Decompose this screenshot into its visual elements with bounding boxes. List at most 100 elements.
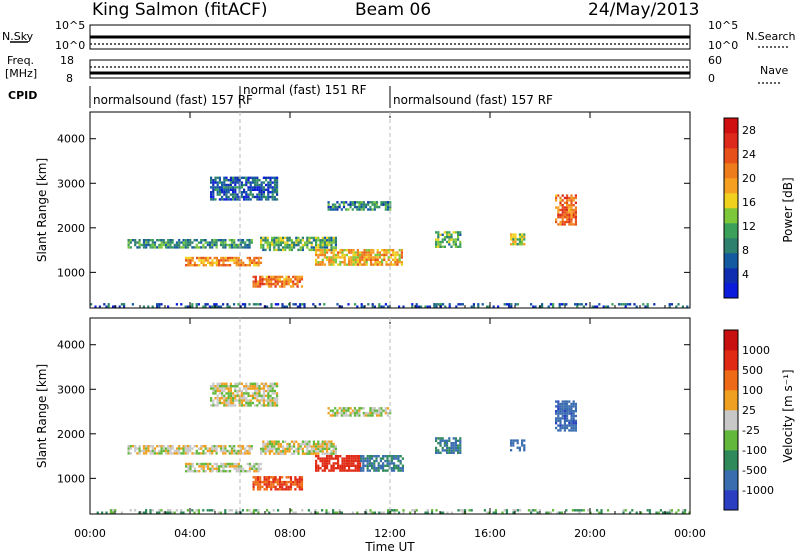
data-cell	[294, 303, 297, 306]
data-cell	[271, 193, 274, 196]
data-cell	[373, 411, 376, 415]
data-cell	[342, 407, 346, 410]
data-cell	[262, 243, 265, 247]
data-cell	[223, 385, 226, 388]
data-cell	[243, 399, 246, 402]
data-cell	[373, 467, 376, 470]
data-cell	[402, 305, 405, 308]
data-cell	[330, 445, 333, 448]
data-cell	[450, 442, 453, 445]
x-tick-label: 20:00	[574, 527, 606, 540]
data-cell	[262, 399, 265, 402]
data-cell	[395, 464, 398, 467]
data-cell	[378, 303, 381, 306]
data-cell	[315, 239, 318, 242]
data-cell	[241, 452, 245, 455]
data-cell	[215, 264, 218, 267]
data-cell	[256, 480, 260, 484]
data-cell	[276, 382, 279, 385]
colorbar-tick-label: 4	[742, 268, 749, 281]
data-cell	[648, 509, 651, 512]
data-cell	[153, 452, 157, 455]
data-cell	[184, 243, 187, 247]
data-cell	[512, 509, 515, 512]
data-cell	[574, 419, 577, 422]
data-cell	[191, 509, 194, 512]
data-cell	[401, 457, 404, 460]
data-cell	[441, 446, 444, 450]
data-cell	[319, 239, 322, 242]
data-cell	[215, 467, 218, 470]
data-cell	[256, 399, 259, 402]
data-cell	[221, 389, 224, 393]
data-cell	[326, 467, 329, 470]
data-cell	[189, 449, 192, 453]
data-cell	[384, 464, 387, 467]
data-cell	[622, 509, 625, 512]
data-cell	[566, 199, 569, 202]
data-cell	[388, 455, 391, 458]
data-cell	[286, 239, 289, 242]
data-cell	[269, 394, 272, 397]
data-cell	[624, 509, 627, 512]
data-cell	[244, 241, 247, 244]
data-cell	[561, 194, 564, 197]
data-cell	[347, 203, 350, 206]
data-cell	[186, 239, 190, 242]
data-cell	[360, 459, 363, 463]
data-cell	[269, 382, 272, 385]
data-cell	[340, 414, 343, 417]
data-cell	[566, 412, 569, 415]
data-cell	[276, 385, 279, 388]
data-cell	[258, 198, 261, 201]
data-cell	[310, 511, 313, 514]
data-cell	[364, 205, 368, 209]
data-cell	[212, 399, 215, 402]
data-cell	[505, 509, 508, 512]
data-cell	[197, 246, 201, 249]
data-cell	[175, 243, 179, 247]
data-cell	[225, 385, 228, 388]
data-cell	[273, 181, 276, 184]
data-cell	[227, 186, 230, 189]
data-cell	[215, 303, 218, 306]
data-cell	[195, 243, 198, 247]
data-cell	[191, 452, 194, 455]
data-cell	[439, 303, 442, 306]
data-cell	[240, 399, 243, 402]
data-cell	[308, 236, 311, 240]
data-cell	[397, 469, 400, 472]
data-cell	[306, 239, 309, 242]
data-cell	[362, 457, 365, 460]
data-cell	[131, 445, 135, 448]
data-cell	[538, 509, 541, 512]
data-cell	[260, 195, 263, 199]
data-cell	[353, 203, 357, 206]
data-cell	[455, 305, 458, 308]
data-cell	[229, 264, 232, 267]
data-cell	[365, 509, 368, 512]
data-cell	[342, 205, 346, 209]
data-cell	[459, 446, 462, 450]
data-cell	[514, 235, 517, 239]
data-cell	[439, 442, 442, 445]
data-cell	[254, 385, 257, 388]
data-cell	[574, 218, 577, 221]
data-cell	[216, 186, 219, 189]
data-cell	[276, 280, 279, 283]
data-cell	[468, 509, 471, 512]
data-cell	[441, 238, 444, 241]
data-cell	[572, 204, 575, 207]
data-cell	[255, 509, 258, 512]
data-cell	[232, 181, 235, 184]
data-cell	[233, 259, 236, 262]
data-cell	[563, 216, 566, 219]
data-cell	[301, 243, 304, 247]
data-cell	[252, 488, 255, 491]
data-cell	[559, 216, 562, 219]
data-cell	[287, 282, 290, 286]
data-cell	[376, 256, 379, 259]
data-cell	[216, 382, 219, 385]
data-cell	[349, 407, 352, 410]
data-cell	[234, 188, 237, 191]
